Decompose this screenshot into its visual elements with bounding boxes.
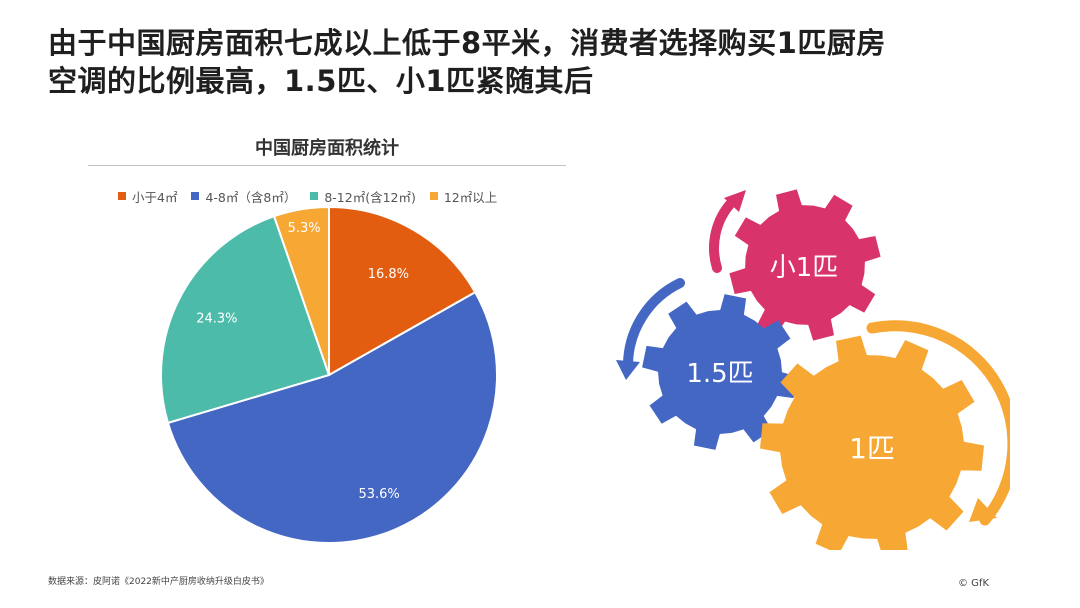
red-gear-arrow — [709, 197, 737, 273]
legend-swatch — [429, 192, 438, 200]
legend-label: 12㎡以上 — [443, 189, 498, 205]
copyright: © GfK — [958, 578, 990, 589]
slice-8-to-12 — [160, 214, 331, 425]
legend-label: 小于4㎡ — [132, 189, 178, 205]
chart-title: 中国厨房面积统计 — [255, 138, 399, 159]
pie-chart: 16.8% 53.6% 24.3% 5.3% — [160, 205, 499, 544]
gear-body — [642, 294, 798, 450]
legend-swatch — [118, 192, 126, 200]
legend-item-small: 小于4㎡ — [118, 186, 177, 206]
legend-label: 4-8㎡（含8㎡） — [205, 189, 297, 205]
gear-1 — [760, 335, 984, 550]
data-source-note: 数据来源：皮阿诺《2022新中产厨房收纳升级白皮书》 — [48, 577, 269, 587]
slice-data-label: 53.6% — [358, 487, 399, 502]
slice-over-12 — [272, 205, 330, 376]
legend-item-over-12: 12㎡以上 — [429, 186, 498, 206]
orange-gear-arrow — [866, 320, 1010, 526]
headline-line-1: 由于中国厨房面积七成以上低于8平米，消费者选择购买1匹厨房 — [48, 26, 886, 60]
red-gear-arrowhead — [724, 190, 746, 212]
blue-gear-arrow — [623, 278, 685, 369]
legend-item-4-8: 4-8㎡（含8㎡） — [191, 186, 296, 206]
headline: 由于中国厨房面积七成以上低于8平米，消费者选择购买1匹厨房 空调的比例最高，1.… — [48, 24, 988, 100]
slice-4-to-8 — [166, 290, 499, 544]
title-divider — [88, 165, 566, 166]
gear-label-1-5: 1.5匹 — [686, 359, 753, 389]
orange-gear-arrowhead — [969, 498, 997, 522]
slice-data-label: 5.3% — [288, 221, 321, 236]
gear-1-5 — [642, 294, 798, 450]
headline-line-2: 空调的比例最高，1.5匹、小1匹紧随其后 — [48, 64, 594, 98]
gear-body — [729, 189, 881, 341]
legend-swatch — [191, 192, 200, 200]
slice-data-label: 16.8% — [368, 267, 409, 282]
slice-under-4 — [328, 205, 477, 377]
legend-item-8-12: 8-12㎡(含12㎡) — [310, 186, 416, 206]
gear-graphic: 小1匹 1.5匹 1匹 — [616, 189, 1010, 550]
gear-label-1: 1匹 — [849, 432, 895, 465]
gear-small-1 — [729, 189, 881, 341]
gear-label-small-1: 小1匹 — [770, 253, 839, 283]
legend-label: 8-12㎡(含12㎡) — [324, 189, 416, 205]
gear-body — [760, 335, 984, 550]
blue-gear-arrowhead — [616, 360, 640, 380]
chart-legend: 小于4㎡ 4-8㎡（含8㎡） 8-12㎡(含12㎡) 12㎡以上 — [118, 186, 497, 206]
slice-data-label: 24.3% — [196, 311, 237, 326]
legend-swatch — [310, 192, 319, 200]
